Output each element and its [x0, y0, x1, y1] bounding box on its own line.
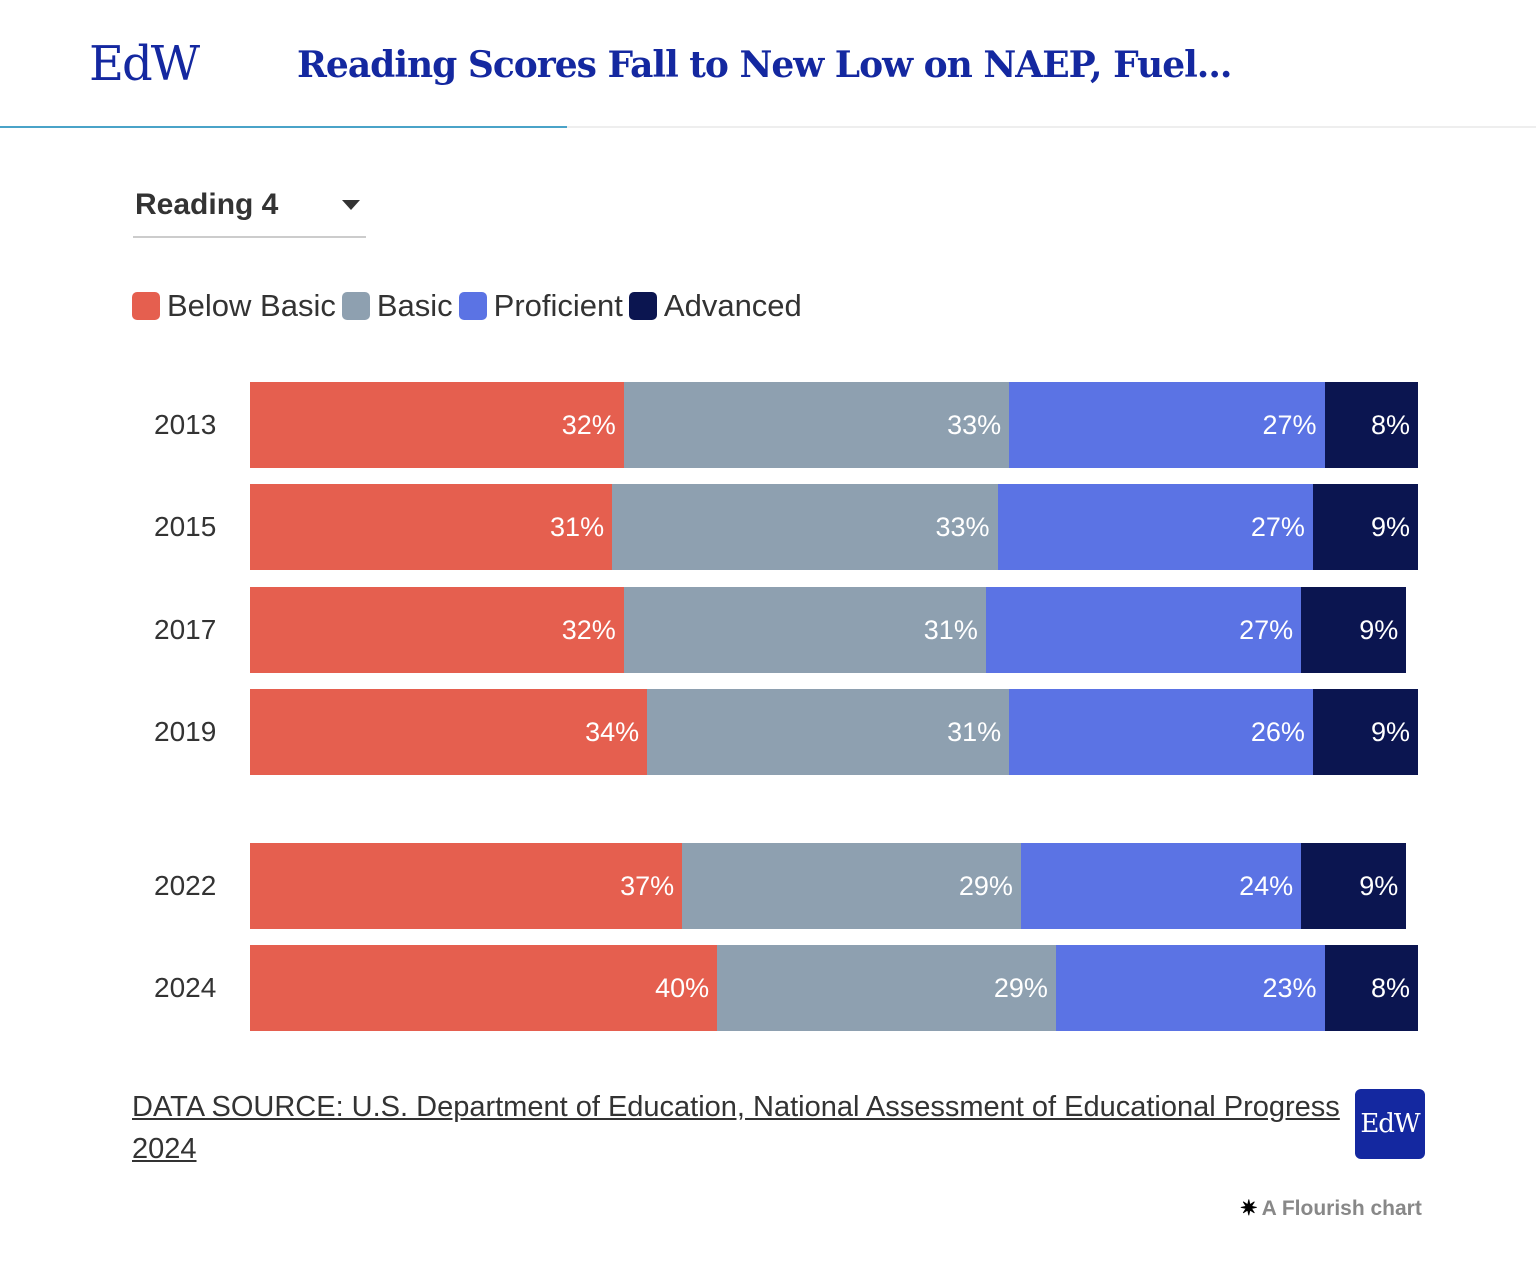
chart-selector-dropdown[interactable]: Reading 4 — [133, 184, 366, 238]
bar-segment[interactable] — [1301, 843, 1407, 929]
legend-item[interactable]: Proficient — [458, 288, 623, 324]
data-label: 33% — [947, 410, 1002, 440]
legend-swatch — [628, 292, 657, 320]
bar-segment[interactable] — [1055, 945, 1325, 1031]
year-label: 2024 — [154, 972, 217, 1003]
legend-label: Basic — [376, 288, 453, 323]
data-label: 8% — [1370, 973, 1410, 1003]
year-label: 2013 — [154, 409, 217, 440]
data-label: 23% — [1262, 973, 1317, 1003]
data-label: 37% — [620, 871, 675, 901]
data-label: 8% — [1370, 410, 1410, 440]
data-label: 29% — [993, 973, 1048, 1003]
legend-swatch — [341, 292, 370, 320]
legend-swatch — [458, 292, 487, 320]
year-label: 2015 — [154, 511, 217, 542]
bar-segment[interactable] — [985, 587, 1302, 673]
flourish-asterisk-icon: ✷ — [1240, 1197, 1258, 1220]
data-label: 9% — [1370, 512, 1410, 542]
bar-segment[interactable] — [1009, 689, 1313, 775]
data-label: 24% — [1239, 871, 1294, 901]
data-label: 34% — [585, 717, 640, 747]
bar-segment[interactable] — [250, 689, 648, 775]
flourish-label: A Flourish chart — [1261, 1197, 1422, 1220]
bar-segment[interactable] — [647, 689, 1010, 775]
bar-segment[interactable] — [623, 587, 986, 673]
legend: Below Basic Basic Proficient Advanced — [132, 288, 808, 324]
data-label: 32% — [561, 615, 616, 645]
bar-segment[interactable] — [997, 484, 1313, 570]
bar-segment[interactable] — [1009, 382, 1325, 468]
data-label: 9% — [1359, 615, 1399, 645]
edw-badge-logo[interactable]: EdW — [1355, 1089, 1425, 1159]
legend-item[interactable]: Basic — [341, 288, 453, 324]
bar-segment[interactable] — [682, 843, 1021, 929]
data-label: 32% — [561, 410, 616, 440]
flourish-credit[interactable]: ✷ A Flourish chart — [1240, 1196, 1422, 1221]
bar-segment[interactable] — [1312, 484, 1418, 570]
bar-segment[interactable] — [623, 382, 1010, 468]
bar-segment[interactable] — [250, 843, 683, 929]
bar-segment[interactable] — [250, 484, 613, 570]
bar-segment[interactable] — [1301, 587, 1407, 673]
bar-segment[interactable] — [612, 484, 998, 570]
bar-segment[interactable] — [250, 587, 624, 673]
data-label: 27% — [1239, 615, 1294, 645]
data-label: 27% — [1262, 410, 1317, 440]
year-label: 2022 — [154, 870, 217, 901]
data-label: 29% — [958, 871, 1013, 901]
data-label: 9% — [1370, 717, 1410, 747]
data-source-link[interactable]: DATA SOURCE: U.S. Department of Educatio… — [132, 1091, 1340, 1165]
legend-item[interactable]: Below Basic — [132, 288, 336, 324]
data-label: 31% — [923, 615, 978, 645]
bar-segment[interactable] — [1324, 945, 1418, 1031]
bar-segment[interactable] — [250, 945, 718, 1031]
data-label: 27% — [1250, 512, 1305, 542]
year-label: 2017 — [154, 614, 217, 645]
legend-item[interactable]: Advanced — [628, 288, 802, 324]
legend-label: Below Basic — [167, 288, 336, 323]
chevron-down-icon — [342, 200, 360, 210]
progress-bar — [0, 126, 567, 128]
bar-segment[interactable] — [1312, 689, 1418, 775]
legend-swatch — [132, 292, 160, 320]
edw-logo[interactable]: EdW — [89, 36, 200, 92]
page-title[interactable]: Reading Scores Fall to New Low on NAEP, … — [297, 44, 1232, 86]
bar-segment[interactable] — [717, 945, 1056, 1031]
bar-segment[interactable] — [250, 382, 624, 468]
dropdown-value: Reading 4 — [135, 188, 279, 221]
data-label: 31% — [550, 512, 605, 542]
data-label: 31% — [947, 717, 1002, 747]
legend-label: Advanced — [663, 288, 802, 323]
divider — [0, 126, 1536, 128]
data-label: 40% — [655, 973, 710, 1003]
data-label: 26% — [1250, 717, 1305, 747]
legend-label: Proficient — [493, 288, 623, 323]
data-label: 33% — [935, 512, 990, 542]
bar-segment[interactable] — [1324, 382, 1418, 468]
bar-segment[interactable] — [1020, 843, 1302, 929]
data-label: 9% — [1359, 871, 1399, 901]
year-label: 2019 — [154, 716, 217, 747]
